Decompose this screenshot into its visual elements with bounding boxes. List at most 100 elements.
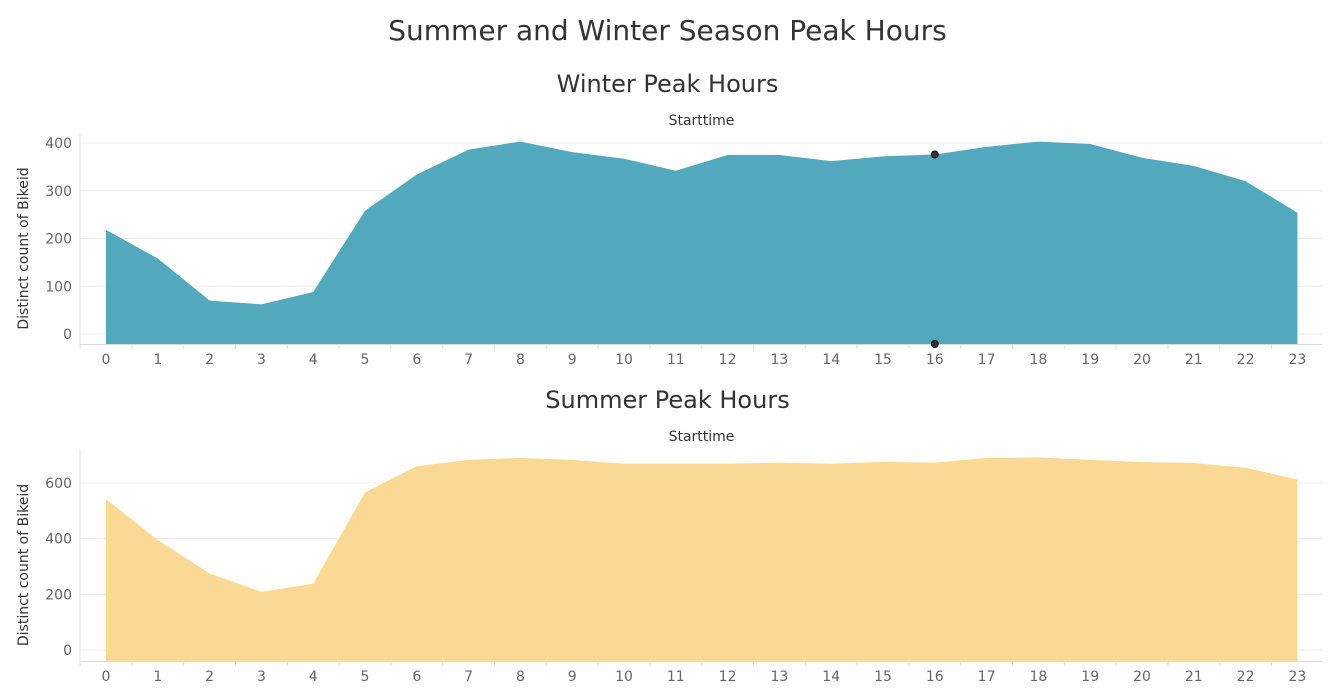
summer-data-point[interactable] [1035,454,1041,460]
winter-data-point[interactable] [207,298,213,304]
summer-data-point[interactable] [207,570,213,576]
summer-data-point[interactable] [828,461,834,467]
summer-data-point[interactable] [1139,459,1145,465]
summer-chart-title: Summer Peak Hours [545,386,790,414]
winter-x-tick-label: 8 [516,352,525,368]
summer-data-point[interactable] [362,489,368,495]
summer-data-point[interactable] [569,457,575,463]
winter-data-point[interactable] [103,227,109,233]
winter-x-tick-label: 0 [102,352,111,368]
winter-y-tick-label: 300 [45,184,72,200]
summer-x-tick-label: 12 [719,669,737,685]
winter-data-point[interactable] [466,147,472,153]
summer-data-point[interactable] [776,460,782,466]
winter-x-tick-label: 18 [1029,352,1047,368]
summer-data-point[interactable] [1294,477,1300,483]
summer-data-point[interactable] [1243,465,1249,471]
winter-data-point[interactable] [1139,155,1145,161]
summer-x-tick-label: 10 [615,669,633,685]
summer-x-tick-label: 3 [257,669,266,685]
winter-data-point[interactable] [725,152,731,158]
summer-x-tick-label: 5 [361,669,370,685]
summer-data-point[interactable] [880,459,886,465]
winter-x-tick-label: 22 [1237,352,1255,368]
summer-y-axis-title: Distinct count of Bikeid [16,484,32,646]
winter-x-axis-title: Starttime [668,113,735,129]
summer-x-tick-label: 22 [1237,669,1255,685]
summer-y-tick-label: 200 [45,587,72,603]
dashboard-title: Summer and Winter Season Peak Hours [388,14,947,47]
summer-data-point[interactable] [414,463,420,469]
summer-x-tick-label: 11 [667,669,685,685]
winter-data-point[interactable] [673,168,679,174]
summer-area-series[interactable] [106,457,1298,661]
winter-x-tick-label: 4 [309,352,318,368]
winter-x-tick-label: 3 [257,352,266,368]
winter-data-point[interactable] [414,172,420,178]
winter-x-tick-label: 5 [361,352,370,368]
winter-data-point[interactable] [828,158,834,164]
winter-data-point[interactable] [362,208,368,214]
summer-x-tick-label: 2 [205,669,214,685]
summer-data-point[interactable] [258,589,264,595]
winter-data-point[interactable] [621,156,627,162]
summer-area-chart[interactable]: 0 1 2 3 4 5 6 7 8 9 10 11 12 13 14 15 16 17 18 19 20 21 22 2302… [16,449,1322,685]
summer-x-tick-label: 7 [464,669,473,685]
winter-highlight-marker[interactable] [930,150,939,159]
winter-data-point[interactable] [1087,141,1093,147]
winter-data-point[interactable] [310,289,316,295]
summer-x-tick-label: 18 [1029,669,1047,685]
winter-x-tick-label: 20 [1133,352,1151,368]
winter-y-tick-label: 100 [45,279,72,295]
summer-data-point[interactable] [1191,460,1197,466]
winter-data-point[interactable] [776,152,782,158]
winter-x-tick-label: 2 [205,352,214,368]
summer-y-tick-label: 0 [63,643,72,659]
winter-data-point[interactable] [1243,178,1249,184]
winter-y-axis-title: Distinct count of Bikeid [16,167,32,329]
winter-data-point[interactable] [155,256,161,262]
summer-data-point[interactable] [155,537,161,543]
summer-data-point[interactable] [103,496,109,502]
winter-data-point[interactable] [517,139,523,145]
summer-data-point[interactable] [517,455,523,461]
summer-x-tick-label: 14 [822,669,840,685]
summer-x-tick-label: 17 [978,669,996,685]
winter-data-point[interactable] [569,149,575,155]
winter-area-series[interactable] [106,141,1298,344]
winter-data-point[interactable] [880,153,886,159]
winter-x-tick-label: 14 [822,352,840,368]
winter-data-point[interactable] [258,301,264,307]
summer-x-tick-label: 21 [1185,669,1203,685]
winter-x-tick-label: 21 [1185,352,1203,368]
winter-data-point[interactable] [1191,163,1197,169]
winter-x-tick-label: 15 [874,352,892,368]
summer-data-point[interactable] [621,461,627,467]
summer-data-point[interactable] [984,455,990,461]
winter-highlight-axis-marker[interactable] [930,340,939,348]
winter-x-tick-label: 10 [615,352,633,368]
winter-x-tick-label: 16 [926,352,944,368]
winter-x-tick-label: 19 [1081,352,1099,368]
summer-data-point[interactable] [673,461,679,467]
winter-x-tick-label: 11 [667,352,685,368]
winter-x-tick-label: 7 [464,352,473,368]
winter-y-tick-label: 200 [45,232,72,248]
winter-x-tick-label: 23 [1288,352,1306,368]
winter-data-point[interactable] [1035,139,1041,145]
summer-data-point[interactable] [466,457,472,463]
winter-data-point[interactable] [1294,210,1300,216]
summer-y-tick-label: 600 [45,476,72,492]
summer-data-point[interactable] [725,461,731,467]
winter-area-chart[interactable]: 0 1 2 3 4 5 6 7 8 9 10 11 12 13 14 15 16 17 18 19 20 21 22 2301… [16,133,1322,368]
summer-data-point[interactable] [932,460,938,466]
summer-x-tick-label: 9 [568,669,577,685]
summer-x-tick-label: 19 [1081,669,1099,685]
winter-data-point[interactable] [984,144,990,150]
summer-data-point[interactable] [1087,457,1093,463]
summer-x-tick-label: 23 [1288,669,1306,685]
summer-x-tick-label: 8 [516,669,525,685]
summer-x-tick-label: 6 [412,669,421,685]
winter-x-tick-label: 9 [568,352,577,368]
summer-data-point[interactable] [310,581,316,587]
